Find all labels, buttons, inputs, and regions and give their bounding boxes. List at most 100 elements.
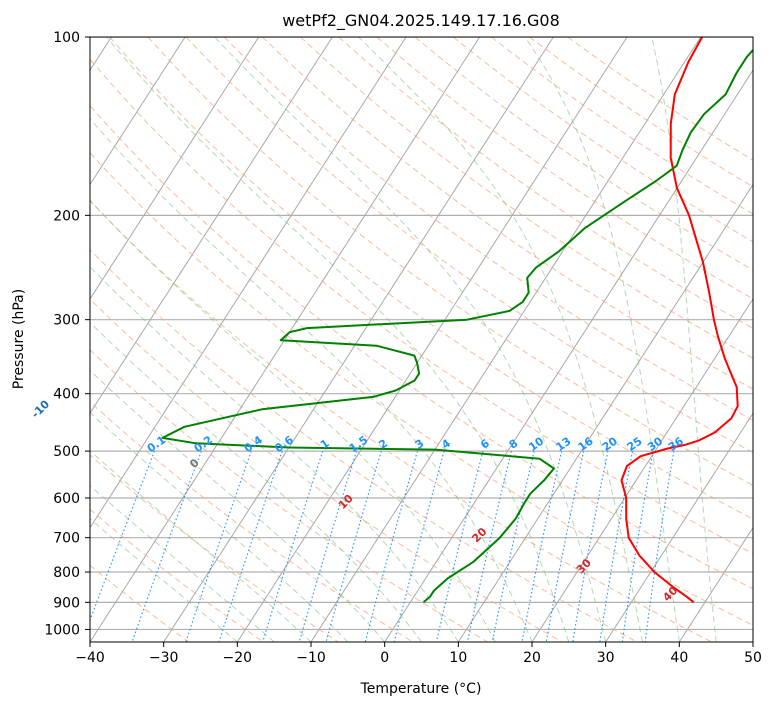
moist-adiabat-line — [90, 449, 312, 642]
moist-adiabat-line — [651, 37, 717, 642]
mixing-ratio-line — [545, 450, 585, 642]
moist-adiabat-line — [90, 266, 459, 642]
mixing-ratio-line — [435, 450, 484, 642]
mixing-ratio-label: 0.4 — [242, 433, 266, 455]
moist-adiabat-line — [90, 321, 422, 642]
mixing-ratio-label: 1 — [318, 437, 332, 452]
profile-lines — [161, 37, 753, 604]
x-tick-label: 50 — [744, 650, 762, 666]
isotherm-line — [90, 37, 186, 186]
mixing-ratio-line — [393, 450, 445, 642]
isotherm-line — [457, 183, 753, 642]
mixing-ratio-line — [491, 450, 535, 642]
mixing-ratio-line — [521, 450, 563, 642]
isotherm-line — [531, 298, 753, 642]
chart-title: wetPf2_GN04.2025.149.17.16.G08 — [282, 11, 560, 31]
y-tick-label: 800 — [53, 565, 80, 581]
moist-adiabat-line — [214, 37, 607, 642]
plot-frame — [89, 36, 754, 643]
mixing-ratio-lines — [90, 450, 675, 642]
x-tick-label: 10 — [449, 650, 467, 666]
mixing-ratio-line — [185, 450, 252, 642]
y-tick-label: 900 — [53, 595, 80, 611]
dry-adiabat-line — [109, 37, 753, 520]
moist-adiabat-line — [90, 484, 275, 642]
x-tick-label: 40 — [670, 650, 688, 666]
dry-adiabat-line — [90, 298, 563, 642]
y-tick-label: 1000 — [44, 622, 80, 638]
mixing-ratio-line — [262, 450, 324, 642]
moist-adiabat-line — [90, 411, 349, 642]
dry-adiabat-line — [90, 349, 488, 642]
mixing-ratio-line — [131, 450, 202, 642]
isotherm-line — [310, 37, 702, 642]
dry-adiabat-line — [414, 37, 753, 271]
moist-adiabat-line — [90, 369, 386, 642]
dry-adiabat-line — [90, 152, 753, 626]
isotherm-line — [163, 37, 554, 642]
x-tick-label: −10 — [296, 650, 326, 666]
y-axis: 100 200 300 400 500 600 700 800 900 1000 — [44, 30, 90, 638]
mixing-ratio-line — [364, 450, 419, 642]
mixing-ratio-line — [90, 450, 156, 622]
x-tick-label: −20 — [223, 650, 253, 666]
x-tick-label: 20 — [523, 650, 541, 666]
dry-adiabat-line — [90, 58, 753, 555]
isotherm-line — [384, 69, 753, 642]
isotherm-line — [90, 37, 407, 529]
background-lines — [90, 37, 753, 642]
temperature-profile — [620, 37, 739, 604]
isotherm-line — [605, 412, 753, 642]
isotherm-line — [752, 641, 753, 642]
mixing-ratio-label: 0.2 — [192, 433, 215, 455]
mixing-ratio-line — [466, 450, 513, 642]
isotherm-line — [90, 37, 481, 642]
dry-adiabat-line — [90, 564, 190, 642]
mixing-ratio-line — [572, 450, 609, 642]
moist-adiabat-line — [524, 37, 680, 642]
y-axis-label: Pressure (hPa) — [11, 289, 27, 389]
dry-adiabat-line — [90, 454, 339, 642]
x-tick-label: −40 — [75, 650, 105, 666]
mixing-ratio-line — [325, 450, 382, 642]
moist-adiabat-line — [90, 518, 238, 642]
moist-adiabat-line — [90, 118, 533, 642]
y-tick-label: 200 — [53, 208, 80, 224]
x-axis: −40 −30 −20 −10 0 10 20 30 40 50 — [75, 642, 762, 666]
x-tick-label: 30 — [597, 650, 615, 666]
moist-adiabat-line — [106, 37, 570, 642]
mixing-ratio-line — [644, 451, 675, 642]
dry-adiabat-line — [490, 37, 753, 215]
y-tick-label: 400 — [53, 387, 80, 403]
mixing-ratio-line — [298, 450, 358, 642]
mixing-ratio-line — [218, 450, 283, 642]
moist-adiabat-line — [358, 37, 643, 642]
isotherm-line — [90, 37, 260, 300]
x-axis-label: Temperature (°C) — [360, 681, 482, 697]
dewpoint-profile — [161, 48, 753, 604]
x-tick-label: −30 — [149, 650, 179, 666]
dry-adiabat-label: -10 — [29, 397, 52, 420]
moist-adiabat-label: 30 — [574, 556, 594, 576]
isotherm-line — [236, 37, 628, 642]
moist-adiabat-label: 20 — [469, 525, 489, 545]
y-tick-label: 300 — [53, 313, 80, 329]
isoline-labels: 0.10.20.40.611.52346810131620253036-100-… — [29, 397, 686, 604]
dry-adiabat-line — [90, 200, 712, 642]
dry-adiabat-line — [376, 37, 753, 300]
dry-adiabat-line — [338, 37, 753, 329]
dry-adiabat-line — [300, 37, 753, 359]
x-tick-label: 0 — [380, 650, 389, 666]
isotherm-line — [90, 37, 333, 415]
dry-adiabat-line — [90, 104, 753, 590]
dry-adiabat-line — [261, 37, 753, 390]
y-tick-label: 500 — [53, 444, 80, 460]
isotherm-line — [678, 526, 753, 642]
dry-adiabat-line — [223, 37, 753, 421]
y-tick-label: 100 — [53, 30, 80, 46]
y-tick-label: 700 — [53, 531, 80, 547]
dry-adiabat-line — [90, 401, 414, 642]
dry-adiabat-line — [90, 248, 638, 642]
y-tick-label: 600 — [53, 491, 80, 507]
